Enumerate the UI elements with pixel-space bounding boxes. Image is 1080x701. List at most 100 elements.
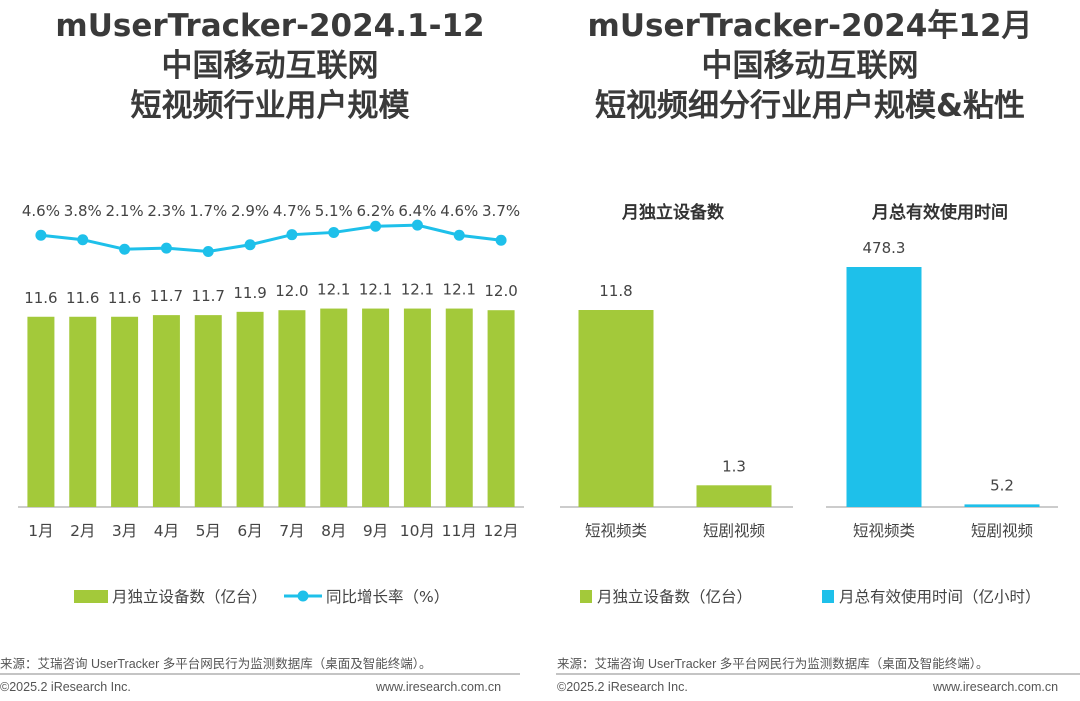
right-source-note: 来源：艾瑞咨询 UserTracker 多平台网民行为监测数据库（桌面及智能终端… <box>557 657 989 671</box>
legend-bar-label: 月独立设备数（亿台） <box>112 588 267 606</box>
x-tick-label: 4月 <box>154 522 179 540</box>
growth-rate-label: 4.6% <box>440 202 478 220</box>
growth-rate-point <box>77 234 89 246</box>
x-tick-label: 11月 <box>442 522 477 540</box>
growth-rate-label: 6.2% <box>357 202 395 220</box>
bar-value-label: 11.6 <box>24 289 57 307</box>
right-copyright: ©2025.2 iResearch Inc. <box>557 680 688 694</box>
bar <box>27 316 55 507</box>
growth-rate-point <box>411 219 423 231</box>
growth-rate-point <box>244 239 256 251</box>
left-website-link[interactable]: www.iresearch.com.cn <box>376 680 502 694</box>
bar <box>320 308 348 507</box>
segment-devices-chart: 月独立设备数 11.8 短视频类 1.3 短剧视频 <box>560 202 793 540</box>
bar <box>445 308 473 507</box>
x-tick-label: 2月 <box>70 522 95 540</box>
growth-rate-label: 6.4% <box>398 202 436 220</box>
x-tick-label: 3月 <box>112 522 137 540</box>
growth-rate-label: 3.7% <box>482 202 520 220</box>
x-tick-label: 短剧视频 <box>971 522 1033 540</box>
x-tick-label: 5月 <box>196 522 221 540</box>
bar <box>578 310 654 507</box>
left-chart-title: mUserTracker-2024.1-12 中国移动互联网 短视频行业用户规模 <box>0 6 540 126</box>
x-tick-label: 短剧视频 <box>703 522 765 540</box>
legend-line-marker <box>297 590 309 602</box>
bar <box>403 308 431 507</box>
growth-rate-point <box>453 229 465 241</box>
legend-devices-swatch <box>580 590 592 603</box>
x-tick-label: 7月 <box>279 522 304 540</box>
bar <box>362 308 390 507</box>
growth-rate-point <box>119 243 131 255</box>
growth-rate-point <box>286 229 298 241</box>
left-source-note: 来源：艾瑞咨询 UserTracker 多平台网民行为监测数据库（桌面及智能终端… <box>0 657 432 671</box>
left-title-line-2: 中国移动互联网 <box>161 48 379 84</box>
bar <box>69 316 97 507</box>
bar <box>152 315 180 507</box>
growth-rate-point <box>160 242 172 254</box>
growth-rate-label: 3.8% <box>64 202 102 220</box>
bar <box>278 310 306 507</box>
right-chart-title: mUserTracker-2024年12月 中国移动互联网 短视频细分行业用户规… <box>540 6 1080 126</box>
bar-value-label: 12.0 <box>275 282 308 300</box>
bar-value-label: 12.0 <box>484 282 517 300</box>
x-tick-label: 短视频类 <box>585 522 647 540</box>
bar-value-label: 11.6 <box>108 289 141 307</box>
bar-value-label: 12.1 <box>401 281 434 299</box>
x-tick-label: 8月 <box>321 522 346 540</box>
growth-rate-label: 1.7% <box>189 202 227 220</box>
left-title-line-3: 短视频行业用户规模 <box>130 88 410 124</box>
x-tick-label: 12月 <box>483 522 518 540</box>
legend-bar-swatch <box>74 590 108 603</box>
bar-value-label: 1.3 <box>722 457 746 475</box>
growth-rate-point <box>370 220 382 232</box>
growth-rate-point <box>328 226 340 238</box>
growth-rate-point <box>35 229 47 241</box>
growth-rate-label: 4.7% <box>273 202 311 220</box>
monthly-devices-chart: 11.6 1月 11.6 2月 11.6 3月 11.7 4月 11.7 5月 11.9 6月 12.0… <box>18 202 524 540</box>
growth-rate-point <box>202 245 214 257</box>
right-legend: 月独立设备数（亿台） 月总有效使用时间（亿小时） <box>580 588 1041 606</box>
bar-value-label: 12.1 <box>317 281 350 299</box>
right-title-line-1: mUserTracker-2024年12月 <box>587 8 1033 44</box>
right-website-link[interactable]: www.iresearch.com.cn <box>933 680 1059 694</box>
right-title-line-2: 中国移动互联网 <box>701 48 919 84</box>
left-title-line-1: mUserTracker-2024.1-12 <box>55 8 485 44</box>
growth-rate-line <box>40 223 502 253</box>
bar-value-label: 11.8 <box>599 282 632 300</box>
growth-rate-label: 2.9% <box>231 202 269 220</box>
growth-rate-label: 4.6% <box>22 202 60 220</box>
x-tick-label: 6月 <box>237 522 262 540</box>
bar-value-label: 11.9 <box>233 284 266 302</box>
right-title-line-3: 短视频细分行业用户规模&粘性 <box>594 88 1026 124</box>
bar <box>194 315 222 507</box>
bar <box>846 267 922 507</box>
bar-value-label: 11.7 <box>150 287 183 305</box>
legend-devices-label: 月独立设备数（亿台） <box>597 588 752 606</box>
bar <box>696 485 772 507</box>
x-tick-label: 9月 <box>363 522 388 540</box>
growth-rate-label: 2.3% <box>147 202 185 220</box>
growth-rate-label: 5.1% <box>315 202 353 220</box>
x-tick-label: 1月 <box>28 522 53 540</box>
growth-rate-label: 2.1% <box>106 202 144 220</box>
bar <box>487 310 515 507</box>
bar <box>111 316 139 507</box>
segment-time-chart: 月总有效使用时间 478.3 短视频类 5.2 短剧视频 <box>826 202 1058 540</box>
bar <box>236 311 264 507</box>
left-legend: 月独立设备数（亿台） 同比增长率（%） <box>74 588 449 606</box>
bar-value-label: 478.3 <box>863 239 906 257</box>
legend-time-label: 月总有效使用时间（亿小时） <box>839 588 1041 606</box>
x-tick-label: 10月 <box>400 522 435 540</box>
time-subtitle: 月总有效使用时间 <box>871 202 1008 223</box>
legend-line-label: 同比增长率（%） <box>326 588 449 606</box>
bar-value-label: 12.1 <box>443 281 476 299</box>
bar-value-label: 11.7 <box>192 287 225 305</box>
growth-rate-point <box>495 234 507 246</box>
devices-subtitle: 月独立设备数 <box>621 202 725 223</box>
left-copyright: ©2025.2 iResearch Inc. <box>0 680 131 694</box>
bar-value-label: 11.6 <box>66 289 99 307</box>
bar <box>964 504 1040 507</box>
bar-value-label: 5.2 <box>990 476 1014 494</box>
